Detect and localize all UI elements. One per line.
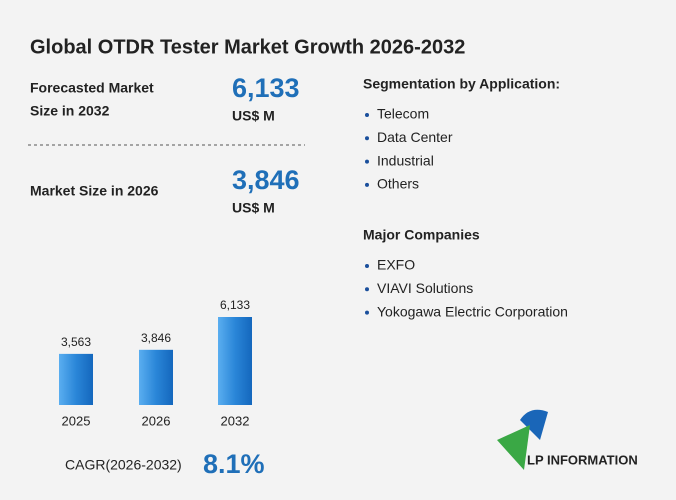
bullet bbox=[365, 182, 369, 187]
list-item: EXFO bbox=[377, 257, 415, 273]
value-label: 3,846 bbox=[141, 331, 171, 345]
list-item: Yokogawa Electric Corporation bbox=[377, 303, 568, 319]
bullet bbox=[365, 287, 369, 292]
list-item: Industrial bbox=[377, 152, 434, 168]
current-unit: US$ M bbox=[232, 200, 275, 216]
forecast-label: Forecasted Market bbox=[30, 80, 154, 96]
list-item: Others bbox=[377, 176, 419, 192]
bullet bbox=[365, 159, 369, 164]
current-label: Market Size in 2026 bbox=[30, 183, 159, 199]
bullet bbox=[365, 264, 369, 268]
value-label: 3,563 bbox=[61, 335, 91, 349]
forecast-label: Size in 2032 bbox=[30, 103, 110, 119]
bullet bbox=[365, 310, 369, 315]
companies-title: Major Companies bbox=[363, 227, 480, 243]
list-item: VIAVI Solutions bbox=[377, 280, 473, 296]
bar bbox=[218, 317, 252, 405]
bullet bbox=[365, 113, 369, 117]
bullet bbox=[365, 136, 369, 141]
x-tick-label: 2025 bbox=[62, 413, 91, 428]
bar bbox=[139, 349, 173, 405]
logo-shape bbox=[497, 425, 530, 470]
forecast-value: 6,133 bbox=[232, 73, 300, 103]
forecast-unit: US$ M bbox=[232, 108, 275, 124]
list-item: Telecom bbox=[377, 106, 429, 122]
current-value: 3,846 bbox=[232, 165, 300, 195]
bar bbox=[59, 353, 93, 405]
cagr-label: CAGR(2026-2032) bbox=[65, 457, 182, 473]
logo-shape bbox=[520, 409, 548, 440]
segmentation-title: Segmentation by Application: bbox=[363, 76, 560, 92]
x-tick-label: 2032 bbox=[221, 413, 250, 428]
logo-text: LP INFORMATION bbox=[527, 452, 638, 467]
x-tick-label: 2026 bbox=[142, 413, 171, 428]
title: Global OTDR Tester Market Growth 2026-20… bbox=[30, 36, 465, 58]
list-item: Data Center bbox=[377, 129, 453, 145]
logo: LP INFORMATION bbox=[497, 409, 638, 470]
cagr-value: 8.1% bbox=[203, 449, 265, 479]
value-label: 6,133 bbox=[220, 298, 250, 312]
